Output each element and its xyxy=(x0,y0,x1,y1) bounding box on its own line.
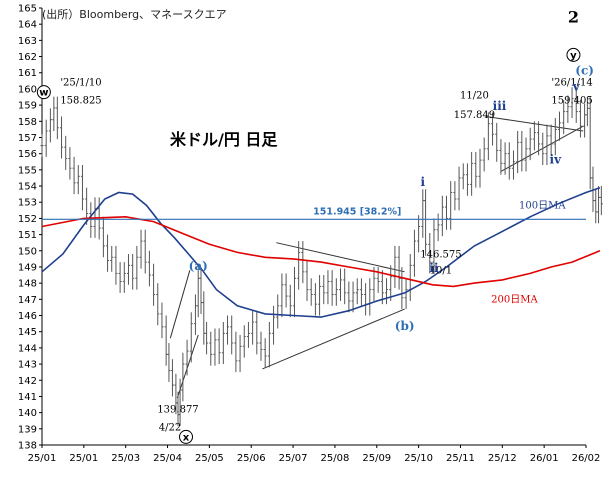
x-tick-label: 25/06 xyxy=(237,453,266,464)
annotation-apr-low-date: 4/22 xyxy=(159,422,181,433)
y-tick-label: 152 xyxy=(18,214,37,225)
y-tick-label: 160 xyxy=(18,84,37,95)
moving-averages xyxy=(41,186,601,318)
wave-x-label: x xyxy=(183,432,190,443)
y-tick-label: 162 xyxy=(18,52,37,63)
y-tick-label: 156 xyxy=(18,149,37,160)
annotation-nov-value: 157.849 xyxy=(454,110,495,121)
x-tick-label: 25/05 xyxy=(195,453,224,464)
y-tick-label: 161 xyxy=(18,68,37,79)
y-tick-label: 148 xyxy=(18,279,37,290)
y-tick-label: 138 xyxy=(18,441,37,452)
y-tick-label: 158 xyxy=(18,117,37,128)
wave-2-label: 2 xyxy=(568,8,579,27)
y-tick-label: 142 xyxy=(18,376,37,387)
trendline-apr-lower xyxy=(176,334,199,399)
wave-i-label: i xyxy=(421,175,426,189)
y-tick-label: 159 xyxy=(18,101,37,112)
annotation-oct-value: 146.575 xyxy=(420,249,461,260)
chart-title: 米ドル/円 日足 xyxy=(170,130,278,149)
trendline-flag-upper xyxy=(276,242,405,273)
x-tick-label: 25/03 xyxy=(111,453,140,464)
trend-lines xyxy=(169,115,584,399)
wave-iii-label: iii xyxy=(493,99,507,113)
wave-v-label: v xyxy=(572,80,581,94)
y-tick-label: 155 xyxy=(18,165,37,176)
trendline-triangle-lower xyxy=(500,125,584,172)
y-tick-label: 140 xyxy=(18,408,37,419)
x-tick-label: 25/07 xyxy=(279,453,308,464)
wave-ii-label: ii xyxy=(429,261,439,275)
y-tick-label: 144 xyxy=(18,343,37,354)
wave-w-label: w xyxy=(39,88,48,99)
source-label: (出所）Bloomberg、マネースクエア xyxy=(42,7,227,21)
y-tick-label: 151 xyxy=(18,230,37,241)
y-tick-label: 150 xyxy=(18,246,37,257)
trendline-flag-lower xyxy=(262,308,405,370)
wave-x-label-circle xyxy=(179,429,193,444)
x-tick-label: 25/01 xyxy=(28,453,57,464)
y-tick-label: 145 xyxy=(18,327,37,338)
y-tick-label: 143 xyxy=(18,360,37,371)
reference-label: 151.945 [38.2%] xyxy=(313,206,401,217)
x-tick-label: 25/12 xyxy=(488,453,517,464)
y-tick-label: 154 xyxy=(18,182,37,193)
ma200-line xyxy=(41,215,601,288)
x-tick-label: 25/11 xyxy=(446,453,475,464)
wave-a-label: (a) xyxy=(189,259,208,273)
annotation-apr-low-value: 139.877 xyxy=(157,405,198,416)
annotation-nov-date: 11/20 xyxy=(460,91,489,102)
y-tick-label: 141 xyxy=(18,392,37,403)
price-series xyxy=(40,87,603,426)
annotation-jan-high-value: 158.825 xyxy=(60,95,101,106)
y-tick-label: 157 xyxy=(18,133,37,144)
ma200-label: 200日MA xyxy=(491,295,538,306)
y-tick-label: 149 xyxy=(18,262,37,273)
annotation-jan26-value: 159.405 xyxy=(551,95,592,106)
wave-b-label: (b) xyxy=(395,319,415,333)
y-axis-ticks: 138 139 140 141 142 143 144 145 146 147 148 149 150 1… xyxy=(18,4,42,452)
annotation-jan-high-date: '25/1/10 xyxy=(60,78,101,89)
y-tick-label: 165 xyxy=(18,4,37,15)
y-tick-label: 139 xyxy=(18,424,37,435)
x-tick-label: 25/01 xyxy=(69,453,98,464)
y-tick-label: 147 xyxy=(18,295,37,306)
y-tick-label: 163 xyxy=(18,36,37,47)
annotation-oct-date: 10/1 xyxy=(430,265,452,276)
x-tick-label: 26/01 xyxy=(530,453,559,464)
x-axis-ticks: 25/01 25/01 25/03 25/04 25/05 25/06 25/07 25/08… xyxy=(28,445,601,464)
x-tick-label: 25/04 xyxy=(153,453,182,464)
x-tick-label: 25/08 xyxy=(321,453,350,464)
annotation-jan26-date: '26/1/14 xyxy=(551,78,592,89)
ma100-label: 100日MA xyxy=(519,201,566,212)
wave-y-label: y xyxy=(570,50,577,61)
wave-w-label-circle xyxy=(36,85,51,100)
y-tick-label: 146 xyxy=(18,311,37,322)
reference-line-group: 151.945 [38.2%] xyxy=(42,206,586,220)
x-tick-label: 25/10 xyxy=(404,453,433,464)
wave-c-label: (c) xyxy=(575,63,594,77)
trendline-apr-upper xyxy=(169,270,191,339)
x-tick-label: 25/09 xyxy=(362,453,391,464)
ma100-line xyxy=(41,186,601,318)
y-tick-label: 164 xyxy=(18,20,37,31)
wave-iv-label: iv xyxy=(550,152,563,166)
y-tick-label: 153 xyxy=(18,198,37,209)
annotation-labels: w x y 2 '25/1/10 158.825 139.877 4/22 11/20 157.8… xyxy=(36,8,594,444)
wave-y-label-circle xyxy=(566,47,581,62)
x-tick-label: 26/02 xyxy=(572,453,601,464)
